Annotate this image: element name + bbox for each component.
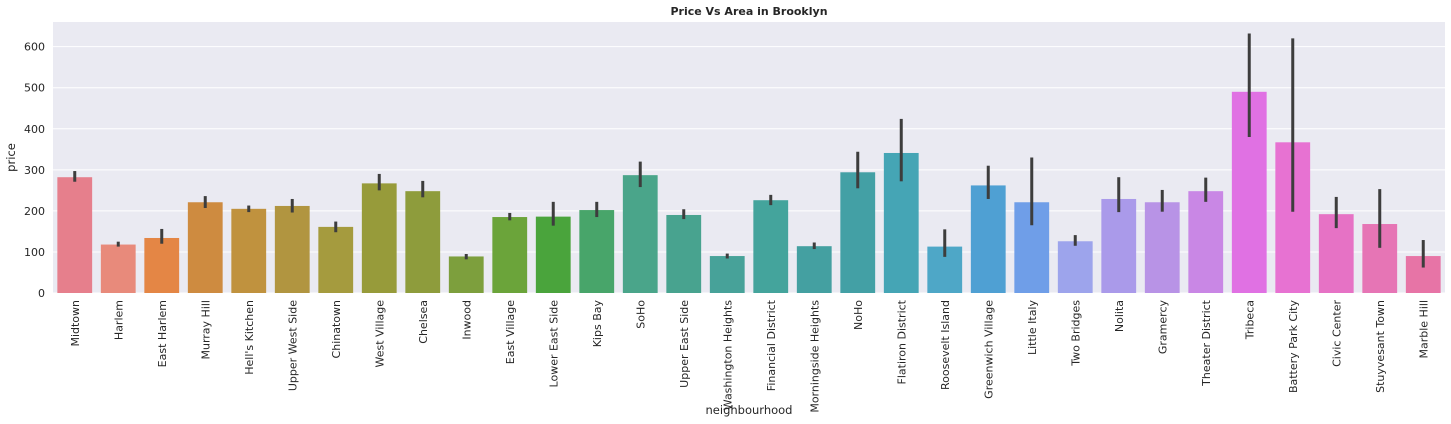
x-tick-label: Inwood xyxy=(460,300,473,340)
x-tick-label: Battery Park City xyxy=(1287,300,1300,394)
x-tick-label: Stuyvesant Town xyxy=(1374,300,1387,393)
x-tick-label: Gramercy xyxy=(1156,300,1169,355)
bar xyxy=(753,200,789,293)
x-tick-label: Chinatown xyxy=(330,300,343,358)
x-tick-label: Two Bridges xyxy=(1069,300,1082,367)
x-tick-label: West Village xyxy=(373,300,386,368)
x-tick-label: Little Italy xyxy=(1026,300,1039,355)
bar xyxy=(535,216,571,293)
bar xyxy=(840,172,876,293)
bars xyxy=(57,91,1441,293)
x-tick-label: Financial District xyxy=(765,299,778,391)
bar xyxy=(666,214,702,293)
bar xyxy=(100,244,136,293)
bar xyxy=(970,185,1006,293)
bar xyxy=(622,175,658,293)
x-tick-label: Flatiron District xyxy=(895,299,908,384)
x-tick-label: Chelsea xyxy=(417,300,430,344)
y-tick-label: 0 xyxy=(38,287,45,300)
x-tick-label: Hell's Kitchen xyxy=(243,300,256,375)
x-axis-title: neighbourhood xyxy=(706,403,793,417)
x-tick-label: Lower East Side xyxy=(547,300,560,388)
bar xyxy=(1101,198,1137,293)
bar xyxy=(361,183,397,293)
bar xyxy=(274,205,310,293)
x-tick-label: SoHo xyxy=(634,300,647,329)
x-tick-label: Washington Heights xyxy=(721,300,734,411)
y-tick-label: 600 xyxy=(24,41,45,54)
y-tick-label: 200 xyxy=(24,205,45,218)
bar xyxy=(492,217,528,293)
x-tick-label: Civic Center xyxy=(1330,300,1343,367)
bar xyxy=(231,208,267,293)
error-bars xyxy=(73,33,1425,268)
bar xyxy=(1188,191,1224,293)
chart-title: Price Vs Area in Brooklyn xyxy=(670,5,827,18)
x-tick-label: Tribeca xyxy=(1243,300,1256,340)
y-tick-label: 100 xyxy=(24,246,45,259)
bar xyxy=(1057,241,1093,293)
x-tick-label: Roosevelt Island xyxy=(939,300,952,390)
x-tick-label: NoHo xyxy=(852,300,865,330)
y-tick-labels: 0 100 200 300 400 500 600 xyxy=(24,41,45,300)
x-tick-label: Murray Hill xyxy=(199,300,212,360)
bar xyxy=(57,177,93,293)
bar xyxy=(709,256,745,293)
bar xyxy=(187,202,223,293)
x-tick-label: Nolita xyxy=(1113,300,1126,332)
x-tick-label: Midtown xyxy=(69,300,82,347)
bar xyxy=(796,246,832,293)
bar xyxy=(318,226,354,293)
x-tick-label: Theater District xyxy=(1200,299,1213,386)
y-tick-label: 500 xyxy=(24,82,45,95)
bar xyxy=(405,191,441,293)
bar xyxy=(448,256,484,293)
x-tick-label: Upper West Side xyxy=(286,300,299,391)
x-tick-label: Morningside Heights xyxy=(808,300,821,413)
y-axis-title: price xyxy=(4,143,18,172)
x-tick-label: Kips Bay xyxy=(591,300,604,348)
x-tick-labels: Midtown Harlem East Harlem Murray Hill Hell'… xyxy=(69,299,1431,412)
x-tick-label: Greenwich Village xyxy=(982,300,995,399)
y-tick-label: 300 xyxy=(24,164,45,177)
bar xyxy=(144,237,180,293)
x-tick-label: Harlem xyxy=(112,300,125,340)
x-tick-label: East Harlem xyxy=(156,300,169,367)
x-tick-label: East Village xyxy=(504,300,517,364)
y-tick-label: 400 xyxy=(24,123,45,136)
x-tick-label: Upper East Side xyxy=(678,300,691,388)
bar xyxy=(1144,202,1180,293)
bar xyxy=(579,210,615,293)
x-tick-label: Marble Hill xyxy=(1417,300,1430,359)
